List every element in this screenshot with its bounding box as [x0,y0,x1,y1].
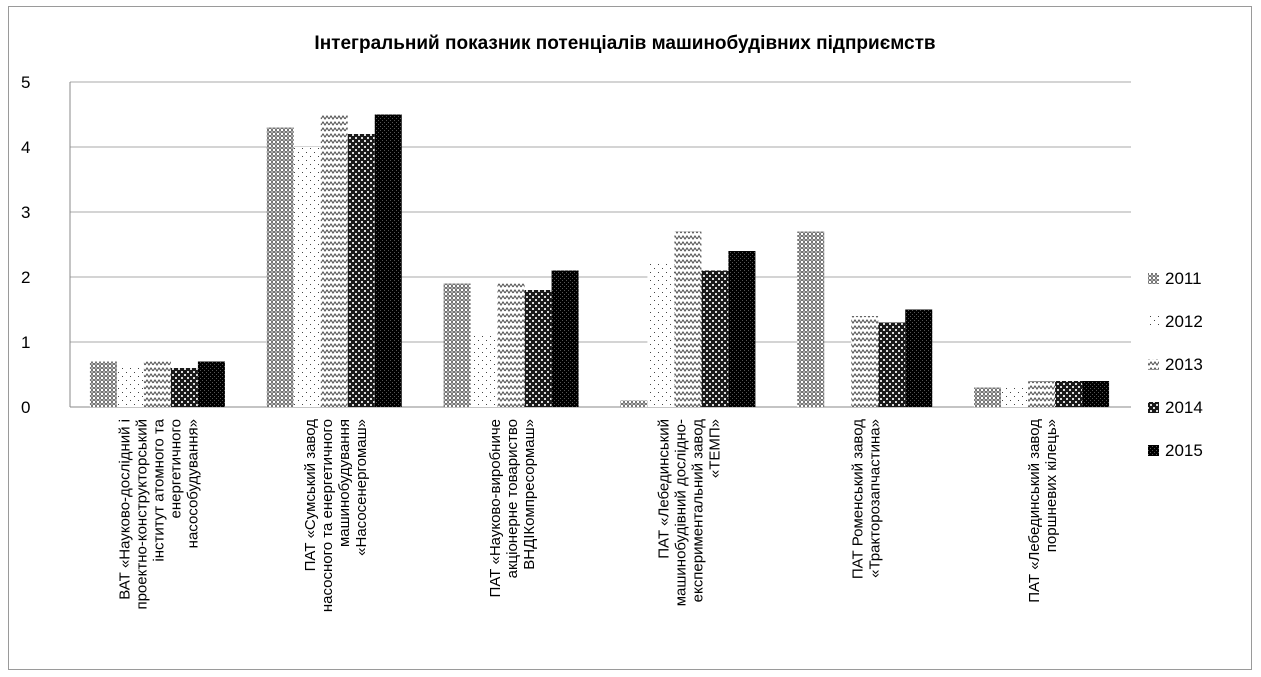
x-category-label: машинобудування [336,419,353,547]
legend-label: 2014 [1165,398,1203,417]
x-category-label: машинобудівний дослідно- [672,419,689,606]
bar [266,127,294,407]
bar [797,231,825,407]
legend-swatch [1148,316,1159,327]
bar [851,316,879,407]
x-category-label: енергетичного [167,419,184,518]
bar [497,283,525,407]
bar [551,270,579,407]
bar [347,134,375,407]
legend-label: 2015 [1165,441,1203,460]
legend-swatch [1148,445,1159,456]
bar [197,361,225,407]
x-category-label: ПАТ «Науково-виробниче [487,419,504,597]
bar [647,264,675,407]
bar [728,251,756,407]
bar [143,361,171,407]
x-category-label: ПАТ Роменський завод [849,419,866,579]
x-category-label: «Насосенергомаш» [353,419,370,556]
bar [374,114,402,407]
x-category-label: ПАТ «Лебединський [655,419,672,559]
bar [1028,381,1056,407]
bar [878,322,906,407]
x-category-label: ПАТ «Лебединський завод [1026,419,1043,603]
x-category-label: експериментальний завод [689,419,706,603]
x-category-label: «ТЕМП» [706,419,723,478]
x-category-label: «Тракторозапчастина» [866,419,883,578]
legend-label: 2013 [1165,355,1203,374]
bar-chart: Інтегральний показник потенціалів машино… [21,33,1203,612]
y-axis: 0 1 2 3 4 5 [21,73,30,417]
legend-swatch [1148,273,1159,284]
y-tick-label: 2 [21,268,30,287]
bar [320,114,348,407]
bar [974,387,1002,407]
x-category-label: поршневих кілець» [1043,419,1060,552]
bar [170,368,198,407]
x-axis: ВАТ «Науково-дослідний і проектно-констру… [116,418,1060,612]
bar [701,270,729,407]
gridlines [69,81,1131,408]
x-category-label: насособудування» [184,419,201,548]
bar [1001,387,1029,407]
x-category-label: ПАТ «Сумський завод [302,419,319,572]
bar [674,231,702,407]
x-category-label: ВАТ «Науково-дослідний і [116,419,133,600]
y-tick-label: 4 [21,138,30,157]
y-tick-label: 1 [21,333,30,352]
bar [1055,381,1083,407]
y-tick-label: 3 [21,203,30,222]
bar [89,361,117,407]
y-tick-label: 0 [21,398,30,417]
x-category-label: насосного та енергетичного [319,419,336,612]
legend-swatch [1148,402,1159,413]
x-category-label: інститут атомного та [150,418,167,561]
bar [470,335,498,407]
x-category-label: ВНДІКомпресормаш» [521,419,538,570]
legend-swatch [1148,359,1159,370]
legend-label: 2011 [1165,269,1202,288]
bars [89,114,1110,407]
bar [293,147,321,407]
bar [620,400,648,407]
bar [905,309,933,407]
legend-label: 2012 [1165,312,1203,331]
y-tick-label: 5 [21,73,30,92]
bar [1082,381,1110,407]
chart-frame: Інтегральний показник потенціалів машино… [8,6,1252,670]
bar [116,368,144,407]
legend: 2011 2012 2013 2014 2015 [1148,269,1203,460]
chart-title: Інтегральний показник потенціалів машино… [314,33,935,54]
bar [524,290,552,407]
x-category-label: акціонерне товариство [504,419,521,578]
bar [443,283,471,407]
x-category-label: проектно-конструкторський [133,419,150,610]
